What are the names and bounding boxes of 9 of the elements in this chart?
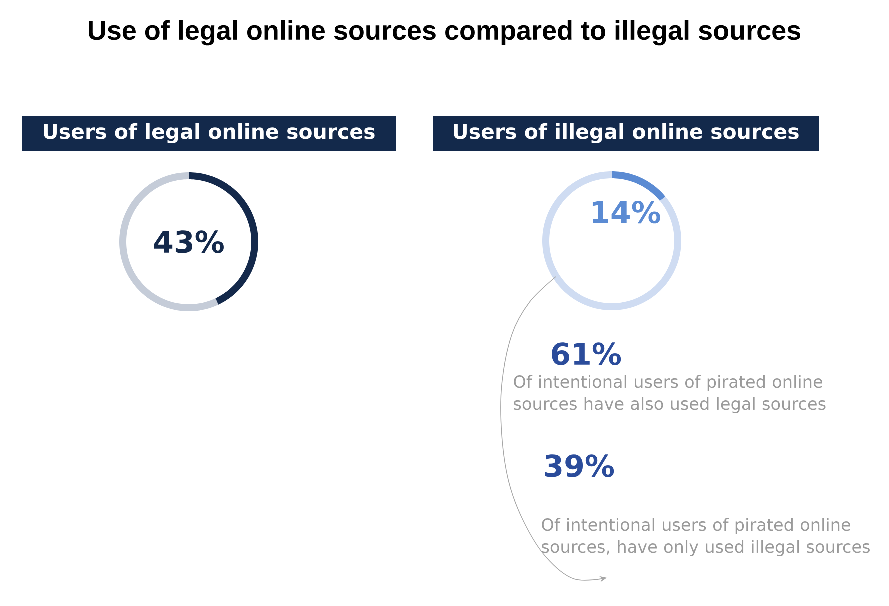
text: Use of legal online sources compared to illegal sources — [89, 20, 800, 46]
text: Of intentional users of pirated online sources have also used legal sources — [514, 375, 826, 414]
data-label: 43% — [154, 230, 224, 254]
chart-subtitle: Users of legal online sources — [44, 124, 375, 144]
text: 61% — [552, 342, 622, 366]
text: Of intentional users of pirated online sources, have only used illegal sources — [542, 518, 870, 556]
chart-subtitle: Users of illegal online sources — [454, 124, 799, 144]
text: 39% — [545, 454, 614, 478]
data-label: 14% — [592, 200, 660, 224]
